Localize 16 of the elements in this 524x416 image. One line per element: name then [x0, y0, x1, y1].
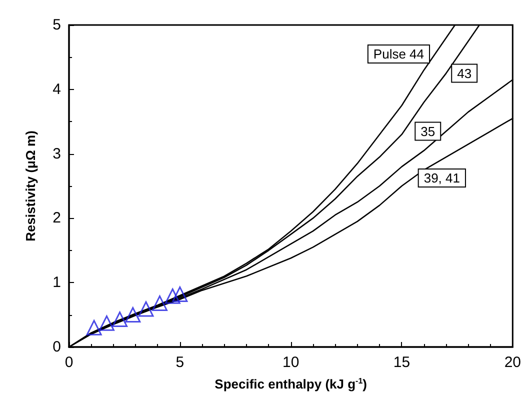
x-tick-label: 10 — [282, 354, 300, 371]
series-label: 39, 41 — [424, 170, 460, 186]
series-label: Pulse 44 — [373, 46, 424, 62]
y-tick-label: 1 — [52, 274, 61, 292]
y-axis-title: Resistivity (μΩ m) — [23, 130, 38, 242]
x-tick-label: 20 — [504, 354, 521, 371]
y-tick-label: 3 — [52, 145, 61, 162]
x-tick-label: 15 — [393, 354, 410, 371]
series-label: 35 — [420, 124, 436, 139]
y-tick-label: 0 — [52, 338, 61, 356]
y-tick-label: 2 — [52, 210, 61, 227]
y-tick-label: 4 — [52, 80, 61, 98]
series-label: 43 — [457, 66, 472, 81]
y-tick-label: 5 — [52, 16, 61, 34]
x-tick-label: 0 — [64, 354, 74, 371]
x-tick-label: 5 — [176, 354, 184, 371]
